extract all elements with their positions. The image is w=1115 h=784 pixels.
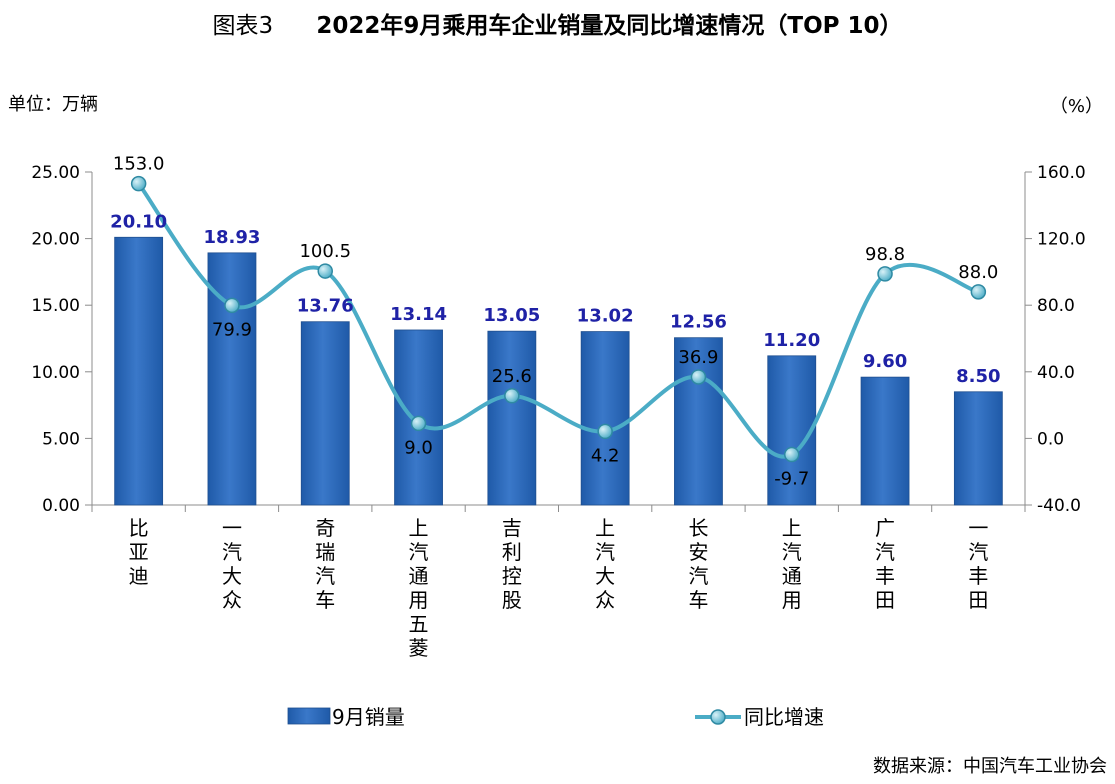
growth-point xyxy=(877,266,893,282)
bar-value-label: 20.10 xyxy=(110,211,167,232)
figure-number: 图表3 xyxy=(212,13,274,39)
bar-value-label: 8.50 xyxy=(956,366,1000,387)
bar xyxy=(300,321,350,506)
bar-value-label: 13.76 xyxy=(297,296,354,317)
growth-point xyxy=(317,263,333,279)
bar xyxy=(674,337,723,506)
category-label: 比亚迪 xyxy=(129,516,149,588)
data-source: 数据来源：中国汽车工业协会 xyxy=(873,756,1107,777)
growth-point xyxy=(410,415,427,432)
right-tick-label: 160.0 xyxy=(1037,163,1086,183)
growth-point xyxy=(504,388,520,404)
bar-value-label: 13.05 xyxy=(483,305,540,326)
right-tick-label: 80.0 xyxy=(1037,296,1075,316)
category-label: 吉利控股 xyxy=(502,516,522,612)
chart-title: 图表3 2022年9月乘用车企业销量及同比增速情况（TOP 10） xyxy=(0,6,1115,40)
line-value-label: 153.0 xyxy=(113,154,165,175)
bar xyxy=(114,236,164,506)
bar-value-label: 13.14 xyxy=(390,304,447,325)
left-tick-label: 10.00 xyxy=(31,363,80,383)
category-label: 上汽通用 xyxy=(782,516,802,612)
category-label: 一汽大众 xyxy=(222,516,242,612)
category-label: 上汽通用五菱 xyxy=(409,516,429,660)
bar xyxy=(580,331,630,506)
line-value-label: 100.5 xyxy=(299,241,351,262)
line-value-label: 9.0 xyxy=(404,437,433,458)
title-text: 2022年9月乘用车企业销量及同比增速情况（TOP 10） xyxy=(316,13,903,39)
bar xyxy=(767,355,817,506)
growth-point xyxy=(970,284,987,300)
right-axis-unit: （%） xyxy=(1049,96,1103,117)
line-value-label: 36.9 xyxy=(678,347,718,368)
line-value-label: 79.9 xyxy=(212,319,252,340)
growth-point xyxy=(784,446,800,463)
bar-value-label: 11.20 xyxy=(763,330,820,351)
left-tick-label: 25.00 xyxy=(31,163,80,183)
right-tick-label: -40.0 xyxy=(1037,496,1081,516)
line-value-label: 25.6 xyxy=(492,366,532,387)
legend-line-label: 同比增速 xyxy=(744,705,824,729)
left-tick-label: 15.00 xyxy=(31,296,80,316)
growth-point xyxy=(690,369,707,385)
growth-point xyxy=(597,423,613,440)
legend-bar-label: 9月销量 xyxy=(332,705,405,729)
legend-line-marker xyxy=(710,709,726,725)
bar-value-label: 13.02 xyxy=(577,306,634,327)
bar xyxy=(487,330,537,506)
growth-line xyxy=(137,182,979,459)
category-label: 奇瑞汽车 xyxy=(315,516,335,612)
line-value-label: -9.7 xyxy=(774,469,809,490)
growth-point xyxy=(130,175,147,192)
right-tick-label: 0.0 xyxy=(1037,429,1064,449)
left-tick-label: 5.00 xyxy=(42,429,80,449)
right-tick-label: 40.0 xyxy=(1037,363,1075,383)
line-value-label: 4.2 xyxy=(591,445,620,466)
category-label: 长安汽车 xyxy=(688,516,708,612)
left-axis-unit: 单位：万辆 xyxy=(8,94,98,115)
left-tick-label: 20.00 xyxy=(31,230,80,250)
bar xyxy=(860,376,910,506)
bar-value-label: 12.56 xyxy=(670,312,727,333)
bar-value-label: 9.60 xyxy=(863,351,907,372)
line-value-label: 98.8 xyxy=(865,244,905,265)
category-label: 一汽丰田 xyxy=(968,516,988,612)
bar-value-label: 18.93 xyxy=(203,227,260,248)
bar xyxy=(953,391,1003,506)
right-tick-label: 120.0 xyxy=(1037,230,1086,250)
category-label: 上汽大众 xyxy=(595,516,615,612)
category-label: 广汽丰田 xyxy=(875,516,895,612)
legend-bar-swatch xyxy=(287,707,331,725)
line-value-label: 88.0 xyxy=(958,262,998,283)
growth-point xyxy=(224,297,240,314)
left-tick-label: 0.00 xyxy=(42,496,80,516)
